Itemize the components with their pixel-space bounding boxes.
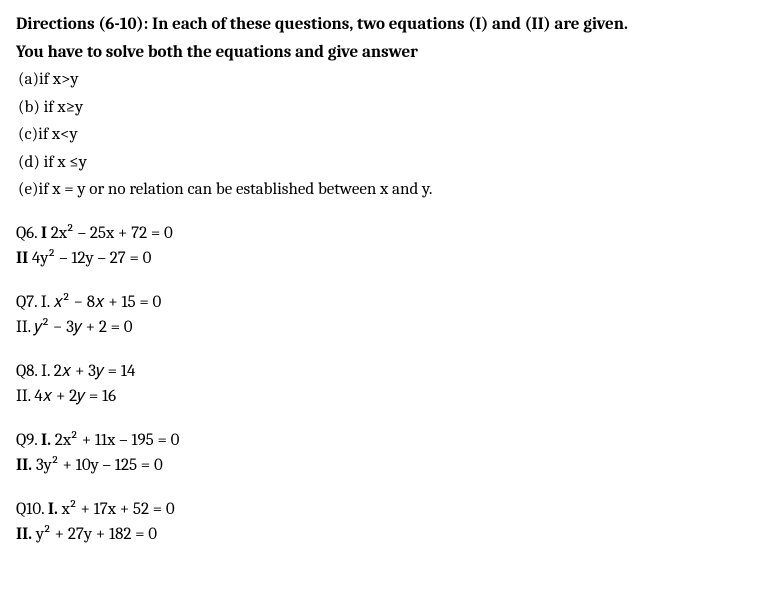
q6-eq1-prefix: I (41, 224, 51, 243)
q7-label: Q7. I. (16, 293, 53, 312)
q9-label: Q9. (16, 431, 41, 450)
q10-eq2: y² + 27y + 182 = 0 (36, 525, 157, 544)
q7-eq1: 𝑥² − 8𝑥 + 15 = 0 (53, 293, 161, 312)
q6-eq2: 4y² – 12y – 27 = 0 (32, 249, 152, 268)
q9-eq2: 3y² + 10y – 125 = 0 (36, 456, 163, 475)
q6-label: Q6. (16, 224, 41, 243)
q10-eq2-prefix: II. (16, 525, 36, 544)
option-d: (d) if x ≤y (18, 150, 760, 176)
q6-eq2-prefix: II (16, 249, 32, 268)
question-7: Q7. I. 𝑥² − 8𝑥 + 15 = 0 II. 𝑦² − 3𝑦 + 2 … (16, 290, 760, 341)
q7-eq2: 𝑦² − 3𝑦 + 2 = 0 (34, 318, 132, 337)
directions-heading: Directions (6-10): In each of these ques… (16, 12, 760, 38)
q9-eq1: 2x² + 11x – 195 = 0 (55, 431, 180, 450)
q8-eq1: 2𝑥 + 3𝑦 = 14 (54, 362, 136, 381)
question-8: Q8. I. 2𝑥 + 3𝑦 = 14 II. 4𝑥 + 2𝑦 = 16 (16, 359, 760, 410)
q9-eq2-prefix: II. (16, 456, 36, 475)
q8-eq2-prefix: II. (16, 387, 34, 406)
q8-eq2: 4𝑥 + 2𝑦 = 16 (34, 387, 116, 406)
q6-eq1: 2x² – 25x + 72 = 0 (51, 224, 173, 243)
option-e: (e)if x = y or no relation can be establ… (18, 177, 760, 203)
question-10: Q10. I. x² + 17x + 52 = 0 II. y² + 27y +… (16, 497, 760, 548)
option-c: (c)if x<y (18, 122, 760, 148)
q8-label: Q8. I. (16, 362, 54, 381)
q9-eq1-prefix: I. (41, 431, 55, 450)
q7-eq2-prefix: II. (16, 318, 34, 337)
option-a: (a)if x>y (18, 67, 760, 93)
q10-eq1-prefix: I. (48, 500, 62, 519)
directions-heading-line2: You have to solve both the equations and… (16, 40, 760, 66)
q10-label: Q10. (16, 500, 48, 519)
question-6: Q6. I 2x² – 25x + 72 = 0 II 4y² – 12y – … (16, 221, 760, 272)
option-b: (b) if x≥y (18, 95, 760, 121)
q10-eq1: x² + 17x + 52 = 0 (62, 500, 175, 519)
question-9: Q9. I. 2x² + 11x – 195 = 0 II. 3y² + 10y… (16, 428, 760, 479)
